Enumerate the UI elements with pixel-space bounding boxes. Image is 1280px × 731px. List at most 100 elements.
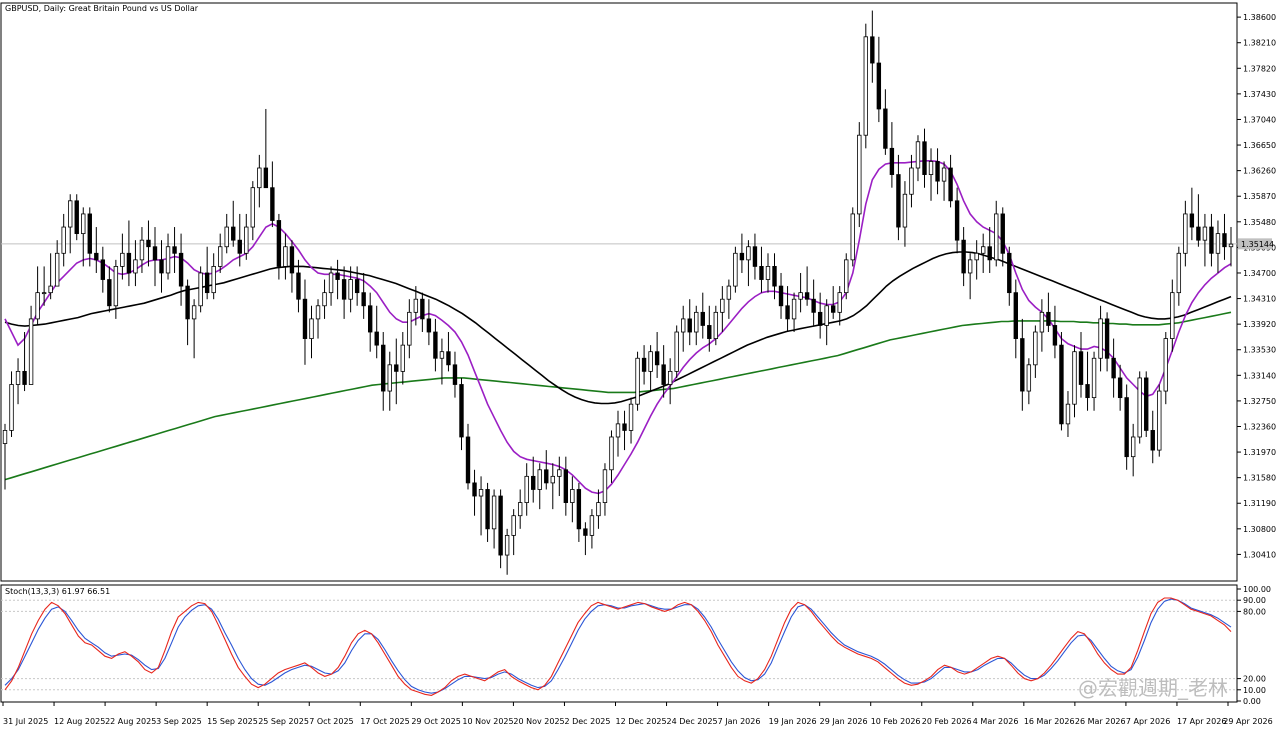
candle bbox=[1033, 325, 1038, 378]
candle-body bbox=[257, 167, 262, 189]
candle bbox=[994, 200, 999, 267]
candle-body bbox=[1000, 213, 1005, 254]
candle-body bbox=[165, 246, 171, 274]
candle bbox=[778, 272, 784, 319]
candle bbox=[1170, 279, 1175, 352]
candle bbox=[276, 213, 282, 280]
candle-body bbox=[896, 174, 901, 228]
price-tick-label: 1.34700 bbox=[1243, 269, 1276, 278]
oscillator-title: Stoch(13,3,3) 61.97 66.51 bbox=[5, 587, 110, 596]
time-tick-label: 31 Jul 2025 bbox=[3, 717, 48, 726]
candle-body bbox=[41, 292, 47, 295]
candle-body bbox=[61, 226, 66, 254]
candle-body bbox=[804, 292, 810, 300]
candle bbox=[498, 489, 503, 569]
candle-body bbox=[831, 305, 836, 313]
candle bbox=[87, 207, 92, 267]
candle bbox=[1065, 391, 1071, 437]
candle bbox=[974, 240, 979, 280]
candle bbox=[178, 233, 184, 306]
candle-body bbox=[381, 344, 386, 392]
candle-body bbox=[772, 266, 777, 287]
candle-body bbox=[2, 430, 8, 444]
candle-body bbox=[94, 252, 99, 261]
candle-body bbox=[191, 305, 197, 320]
candle bbox=[296, 259, 301, 313]
candle-body bbox=[922, 141, 927, 175]
candle bbox=[341, 266, 347, 319]
candle-body bbox=[811, 298, 816, 313]
candle-body bbox=[231, 226, 236, 241]
candle bbox=[35, 266, 40, 326]
candle bbox=[48, 253, 53, 300]
candle bbox=[837, 286, 842, 326]
candle-body bbox=[961, 239, 966, 274]
candle-body bbox=[22, 370, 27, 385]
candle bbox=[1130, 423, 1136, 477]
candle bbox=[896, 154, 901, 241]
candle bbox=[446, 332, 451, 372]
candle-body bbox=[9, 384, 14, 431]
candle bbox=[948, 154, 953, 208]
candle bbox=[354, 266, 360, 306]
candle bbox=[531, 456, 536, 503]
candle-body bbox=[1104, 318, 1110, 359]
candle bbox=[198, 266, 203, 313]
candle-body bbox=[48, 285, 53, 294]
candle-body bbox=[1078, 351, 1084, 385]
candle-body bbox=[1052, 325, 1058, 346]
candle-body bbox=[204, 272, 210, 294]
candle-body bbox=[674, 331, 679, 372]
candle-body bbox=[465, 436, 471, 484]
candle-body bbox=[1007, 252, 1012, 294]
candle bbox=[1007, 246, 1012, 306]
candle-body bbox=[504, 534, 510, 556]
candle bbox=[811, 279, 816, 326]
candle-body bbox=[602, 469, 608, 503]
candle-body bbox=[935, 161, 940, 182]
candle-body bbox=[1202, 226, 1208, 241]
time-tick-label: 29 Oct 2025 bbox=[411, 717, 460, 726]
candle-body bbox=[544, 469, 549, 484]
candle bbox=[1046, 292, 1051, 333]
candle-body bbox=[700, 311, 705, 326]
candle-body bbox=[517, 502, 523, 517]
oscillator-axis: 100.00 90.00 80.00 20.00 10.00 0.00 bbox=[1237, 585, 1271, 706]
candle bbox=[550, 463, 555, 510]
candle-body bbox=[1189, 213, 1195, 228]
ma-slow-line bbox=[4, 311, 1232, 481]
candle bbox=[609, 430, 614, 483]
candle-body bbox=[1026, 364, 1032, 392]
price-tick-label: 1.36260 bbox=[1243, 167, 1276, 176]
candle bbox=[524, 463, 529, 516]
candle-body bbox=[687, 318, 692, 333]
candle bbox=[648, 345, 653, 392]
price-tick-label: 1.33140 bbox=[1243, 371, 1276, 380]
candle bbox=[1222, 213, 1227, 260]
candle-body bbox=[1033, 331, 1038, 366]
time-tick-label: 17 Apr 2026 bbox=[1177, 717, 1226, 726]
candle bbox=[798, 272, 803, 313]
price-tick-label: 1.38210 bbox=[1243, 39, 1276, 48]
candle-body bbox=[276, 220, 282, 267]
candle bbox=[707, 305, 712, 352]
candle-body bbox=[1170, 292, 1175, 339]
candle bbox=[980, 233, 986, 273]
candle bbox=[263, 108, 269, 189]
candle-body bbox=[387, 364, 392, 392]
candle-body bbox=[250, 187, 256, 228]
candle-body bbox=[648, 351, 653, 372]
candle-body bbox=[426, 318, 432, 333]
ma-fast-line bbox=[4, 160, 1232, 495]
candle bbox=[185, 279, 190, 346]
candle bbox=[804, 266, 810, 306]
candle bbox=[81, 207, 86, 267]
candle-body bbox=[987, 246, 992, 261]
candle bbox=[635, 351, 640, 411]
price-tick-label: 1.35870 bbox=[1243, 192, 1276, 201]
candle-body bbox=[400, 344, 405, 372]
candle bbox=[270, 161, 275, 228]
candle-body bbox=[472, 482, 477, 497]
candle-body bbox=[15, 370, 21, 385]
stoch-signal-line bbox=[4, 598, 1232, 694]
